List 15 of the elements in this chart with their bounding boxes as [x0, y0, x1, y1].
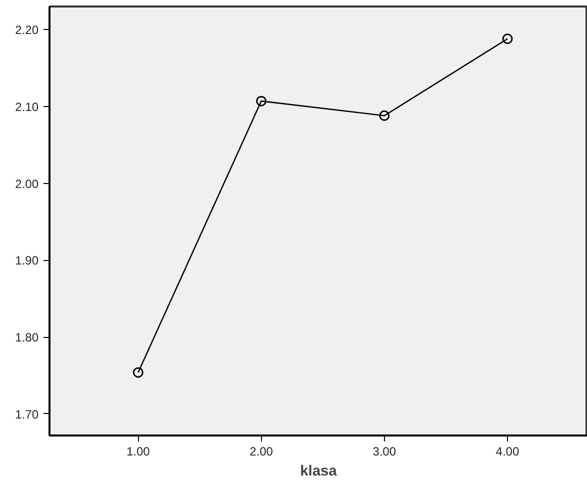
point — [379, 110, 390, 121]
x-axis-title: klasa — [300, 464, 338, 480]
x-tick-label: 1.00 — [126, 444, 150, 458]
x-tick-label: 3.00 — [372, 444, 396, 458]
y-tick-label: 2.00 — [15, 176, 39, 191]
point — [132, 367, 144, 378]
x-tick-label: 2.00 — [250, 444, 274, 458]
point — [502, 34, 513, 44]
y-tick-label: 1.80 — [15, 330, 39, 345]
y-tick-label: 1.90 — [15, 254, 39, 268]
y-tick-label: 1.70 — [15, 407, 39, 422]
point — [256, 96, 267, 106]
y-tick-label: 2.10 — [15, 100, 39, 114]
y-tick-label: 2.20 — [15, 23, 39, 38]
x-tick-label: 4.00 — [496, 444, 520, 458]
